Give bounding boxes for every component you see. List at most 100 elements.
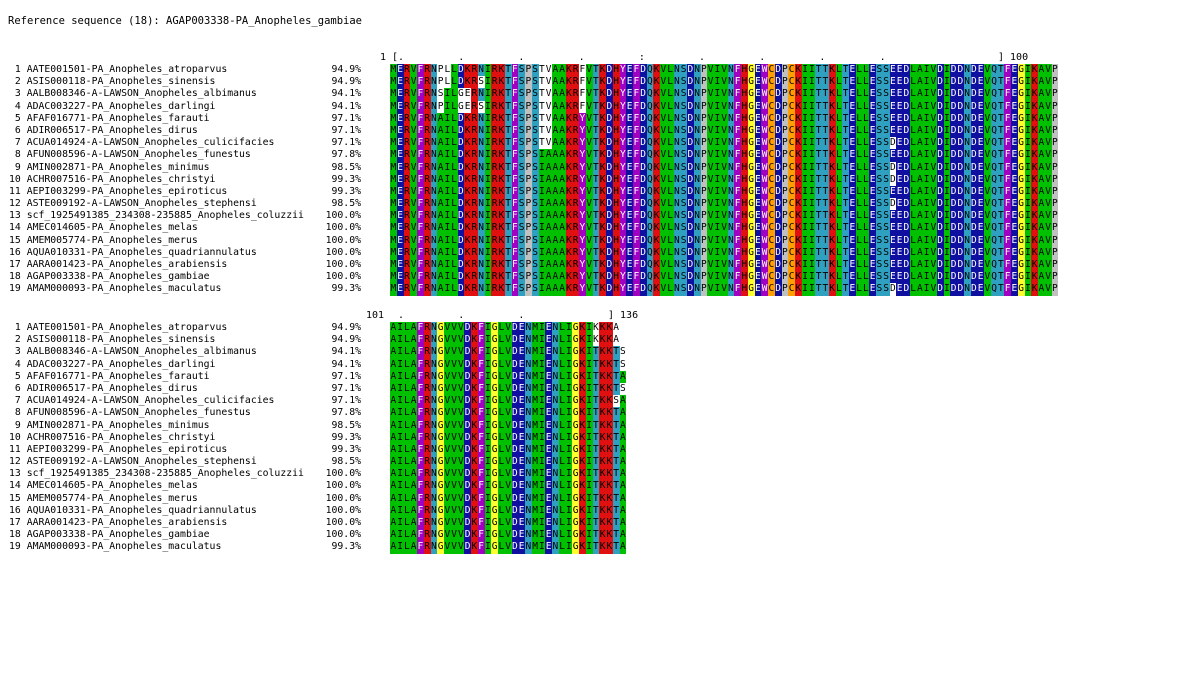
residue-cell: D bbox=[464, 504, 471, 517]
residue-cell: G bbox=[572, 492, 579, 505]
residue-cell: Q bbox=[646, 100, 654, 113]
residue-cell: I bbox=[484, 259, 492, 272]
residue-cell: R bbox=[423, 271, 431, 284]
residue-cell: L bbox=[862, 76, 870, 89]
sequence-name-row: 14 AMEC014605-PA_Anopheles_melas 100.0% bbox=[9, 480, 361, 492]
residue-cell: D bbox=[936, 234, 944, 247]
residue-cell: L bbox=[909, 210, 917, 223]
residue-cell: R bbox=[403, 149, 411, 162]
residue-cell: G bbox=[572, 358, 579, 371]
residue-cell: K bbox=[1031, 222, 1038, 235]
residue-cell: L bbox=[855, 246, 863, 259]
residue-cell: E bbox=[977, 283, 984, 296]
residue-cell: F bbox=[1004, 246, 1011, 259]
residue-cell: K bbox=[464, 246, 471, 259]
residue-cell: E bbox=[545, 529, 552, 542]
residue-cell: G bbox=[1017, 76, 1025, 89]
residue-cell: R bbox=[572, 246, 579, 259]
residue-cell: D bbox=[639, 185, 647, 199]
residue-cell: P bbox=[781, 100, 789, 113]
residue-cell: K bbox=[606, 334, 613, 347]
residue-cell: I bbox=[484, 443, 492, 457]
residue-cell: N bbox=[673, 283, 681, 296]
residue-cell: T bbox=[592, 198, 600, 211]
residue-cell: L bbox=[498, 456, 505, 469]
residue-cell: R bbox=[423, 419, 431, 432]
residue-cell: T bbox=[504, 173, 512, 186]
residue-cell: V bbox=[545, 88, 552, 101]
residue-cell: I bbox=[444, 173, 451, 186]
residue-cell: A bbox=[552, 283, 559, 296]
residue-cell: V bbox=[457, 480, 465, 493]
residue-cell: E bbox=[869, 76, 876, 89]
residue-cell: L bbox=[498, 370, 505, 383]
residue-cell: V bbox=[504, 407, 512, 420]
residue-cell: A bbox=[390, 529, 397, 542]
residue-cell: V bbox=[450, 504, 458, 517]
residue-cell: D bbox=[936, 100, 944, 113]
residue-cell: V bbox=[585, 64, 593, 77]
residue-cell: L bbox=[862, 112, 870, 125]
residue-cell: D bbox=[774, 259, 782, 272]
residue-cell: V bbox=[984, 124, 991, 138]
residue-cell: E bbox=[626, 259, 633, 272]
residue-cell: R bbox=[423, 234, 431, 247]
residue-cell: H bbox=[612, 173, 620, 186]
residue-cell: W bbox=[761, 100, 768, 113]
residue-cell: D bbox=[639, 161, 647, 174]
residue-cell: V bbox=[585, 222, 593, 235]
residue-cell: F bbox=[417, 346, 424, 359]
residue-cell: V bbox=[410, 222, 417, 235]
residue-cell: E bbox=[545, 322, 552, 335]
residue-cell: T bbox=[592, 161, 600, 174]
residue-cell: I bbox=[1024, 259, 1032, 272]
residue-cell: H bbox=[741, 88, 748, 101]
residue-cell: D bbox=[687, 246, 694, 259]
residue-cell: D bbox=[687, 100, 694, 113]
residue-cell: P bbox=[1051, 271, 1059, 284]
residue-cell: T bbox=[842, 64, 849, 77]
residue-cell: S bbox=[531, 137, 539, 150]
residue-cell: N bbox=[727, 222, 735, 235]
residue-cell: T bbox=[822, 234, 829, 247]
identity-percent: 94.1% bbox=[331, 346, 362, 358]
residue-cell: N bbox=[963, 76, 971, 89]
residue-cell: I bbox=[484, 334, 492, 347]
residue-cell: P bbox=[700, 210, 708, 223]
residue-cell: D bbox=[950, 88, 957, 101]
residue-cell: D bbox=[950, 198, 957, 211]
sequence-name-row: 13 scf_1925491385_234308-235885_Anophele… bbox=[9, 210, 361, 222]
residue-cell: S bbox=[518, 137, 525, 150]
residue-cell: F bbox=[417, 407, 424, 420]
residue-cell: H bbox=[741, 76, 748, 89]
residue-cell: Y bbox=[619, 88, 627, 101]
residue-cell: G bbox=[1017, 234, 1025, 247]
residue-cell: V bbox=[930, 185, 937, 199]
residue-cell: L bbox=[558, 456, 566, 469]
residue-cell: G bbox=[491, 358, 498, 371]
residue-cell: L bbox=[403, 492, 411, 505]
residue-cell: K bbox=[471, 529, 478, 542]
residue-cell: F bbox=[417, 517, 424, 530]
residue-cell: E bbox=[896, 259, 903, 272]
residue-cell: F bbox=[417, 358, 424, 371]
residue-cell: C bbox=[788, 283, 795, 296]
residue-cell: C bbox=[768, 137, 775, 150]
residue-cell: N bbox=[430, 517, 438, 530]
residue-cell: E bbox=[396, 222, 404, 235]
residue-cell: L bbox=[909, 137, 917, 150]
residue-cell: E bbox=[849, 234, 856, 247]
residue-cell: Q bbox=[990, 124, 998, 138]
residue-cell: N bbox=[525, 431, 532, 444]
residue-cell: D bbox=[639, 100, 647, 113]
residue-cell: K bbox=[599, 443, 606, 457]
residue-cell: I bbox=[585, 517, 593, 530]
residue-cell: R bbox=[423, 456, 431, 469]
residue-cell: R bbox=[491, 259, 498, 272]
residue-cell: N bbox=[673, 161, 681, 174]
residue-cell: I bbox=[565, 517, 573, 530]
residue-cell: L bbox=[558, 395, 566, 408]
residue-cell: G bbox=[747, 112, 755, 125]
residue-cell: T bbox=[997, 100, 1005, 113]
